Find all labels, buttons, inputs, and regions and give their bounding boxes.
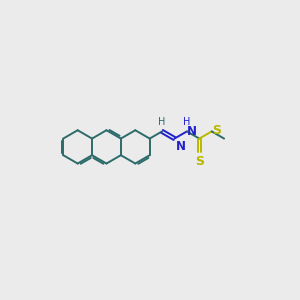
Text: H: H	[183, 117, 190, 127]
Text: S: S	[213, 124, 222, 137]
Text: N: N	[176, 140, 186, 153]
Text: S: S	[195, 155, 204, 168]
Text: H: H	[158, 117, 166, 127]
Text: N: N	[187, 125, 197, 138]
